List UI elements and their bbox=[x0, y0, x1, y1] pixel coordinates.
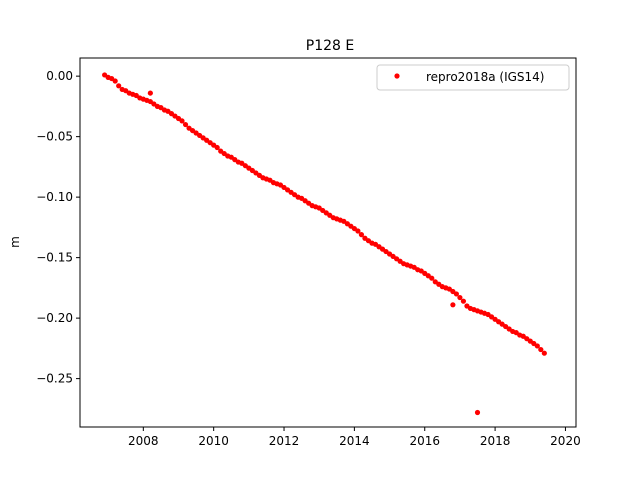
plot-area-frame bbox=[79, 57, 577, 428]
data-point bbox=[457, 294, 463, 301]
y-axis-label: m bbox=[8, 236, 22, 248]
data-point bbox=[116, 83, 122, 89]
x-tick-label: 2012 bbox=[269, 434, 300, 448]
legend-label: repro2018a (IGS14) bbox=[426, 70, 544, 84]
y-tick-label: −0.05 bbox=[36, 130, 73, 144]
data-point bbox=[112, 78, 118, 84]
data-point bbox=[179, 118, 185, 124]
legend-box bbox=[376, 64, 570, 91]
data-point bbox=[541, 350, 547, 356]
y-tick-label: −0.20 bbox=[36, 311, 73, 325]
y-tick-label: 0.00 bbox=[46, 69, 73, 83]
y-tick-label: −0.15 bbox=[36, 251, 73, 265]
legend: repro2018a (IGS14) bbox=[376, 64, 570, 91]
data-point bbox=[214, 144, 220, 151]
data-point bbox=[358, 232, 365, 238]
data-point bbox=[182, 121, 189, 128]
data-point bbox=[534, 343, 540, 349]
y-tick-label: −0.25 bbox=[36, 372, 73, 386]
data-point bbox=[538, 346, 544, 353]
data-point bbox=[474, 409, 481, 416]
chart-title: P128 E bbox=[306, 38, 354, 54]
data-point bbox=[147, 90, 153, 96]
x-axis-ticks: 2008 2010 2012 2014 2016 2018 2020 bbox=[128, 427, 581, 448]
data-point bbox=[355, 228, 361, 234]
x-tick-label: 2014 bbox=[339, 434, 370, 448]
data-point bbox=[429, 275, 435, 281]
data-point bbox=[453, 291, 459, 297]
data-point bbox=[450, 302, 456, 308]
data-points bbox=[102, 72, 547, 416]
x-tick-label: 2018 bbox=[480, 434, 511, 448]
data-point bbox=[460, 298, 467, 304]
legend-marker bbox=[394, 73, 400, 79]
x-tick-label: 2008 bbox=[128, 434, 159, 448]
y-axis-ticks: 0.00 −0.05 −0.10 −0.15 −0.20 −0.25 bbox=[36, 69, 80, 386]
x-tick-label: 2020 bbox=[550, 434, 581, 448]
x-tick-label: 2016 bbox=[409, 434, 440, 448]
x-tick-label: 2010 bbox=[198, 434, 229, 448]
y-tick-label: −0.10 bbox=[36, 190, 73, 204]
